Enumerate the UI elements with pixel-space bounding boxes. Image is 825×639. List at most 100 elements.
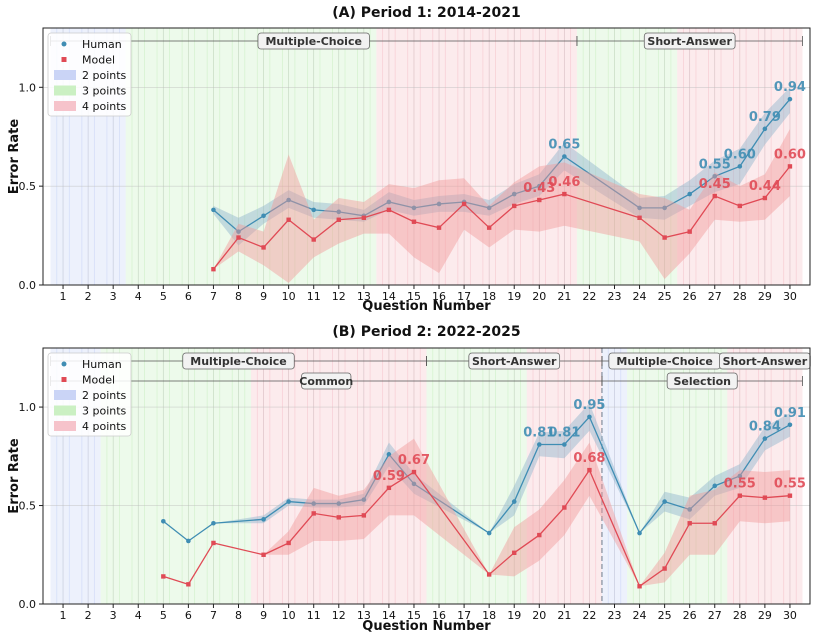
data-label: 0.94 xyxy=(774,80,806,95)
model-point xyxy=(712,193,717,199)
y-tick-label: 1.0 xyxy=(19,81,37,94)
ci-band-human xyxy=(213,87,790,246)
data-label: 0.91 xyxy=(774,406,806,421)
section-label: Short-Answer xyxy=(647,35,732,48)
legend-swatch xyxy=(54,405,76,416)
human-point xyxy=(486,530,492,536)
human-point xyxy=(637,205,642,211)
data-label: 0.43 xyxy=(523,181,555,196)
human-point xyxy=(186,538,191,544)
model-point xyxy=(336,217,341,222)
human-point xyxy=(511,499,517,504)
x-tick-label: 11 xyxy=(307,609,321,622)
x-tick-label: 25 xyxy=(658,290,672,303)
series-line-model xyxy=(163,468,790,588)
model-point xyxy=(211,266,216,272)
x-tick-label: 27 xyxy=(708,290,722,303)
x-tick-label: 25 xyxy=(658,609,672,622)
x-tick-label: 28 xyxy=(733,290,747,303)
human-point xyxy=(236,229,241,234)
x-tick-label: 21 xyxy=(557,609,571,622)
x-tick-label: 8 xyxy=(235,290,242,303)
x-tick-label: 3 xyxy=(110,290,117,303)
model-point xyxy=(211,540,216,546)
legend-label: Human xyxy=(82,38,122,51)
data-label: 0.79 xyxy=(749,110,781,125)
human-point xyxy=(687,507,692,512)
points-band-3 xyxy=(576,28,678,285)
human-point xyxy=(662,205,667,211)
x-tick-label: 15 xyxy=(407,290,421,303)
data-label: 0.84 xyxy=(749,420,781,435)
section-label: Short-Answer xyxy=(723,355,808,368)
y-axis-label: Error Rate xyxy=(7,119,22,195)
human-point xyxy=(411,205,417,211)
human-point xyxy=(662,499,667,504)
series-line-human xyxy=(162,415,791,542)
x-tick-label: 22 xyxy=(582,609,596,622)
x-tick-label: 4 xyxy=(135,290,142,303)
model-point xyxy=(562,191,567,197)
x-tick-label: 30 xyxy=(783,609,797,622)
model-point xyxy=(286,217,291,222)
legend-swatch xyxy=(54,101,76,111)
x-tick-label: 29 xyxy=(758,290,772,303)
human-point xyxy=(211,207,216,213)
model-point xyxy=(286,540,291,546)
data-label: 0.44 xyxy=(749,179,781,194)
data-label: 0.65 xyxy=(548,138,580,153)
model-point xyxy=(762,195,768,201)
model-point xyxy=(236,235,241,240)
legend-label: Human xyxy=(82,358,122,371)
model-point xyxy=(662,235,667,240)
x-tick-label: 7 xyxy=(210,609,217,622)
legend-label: 4 points xyxy=(82,420,127,433)
model-point xyxy=(461,201,467,207)
human-point xyxy=(787,96,793,102)
human-point xyxy=(762,436,768,441)
panel-a: (A) Period 1: 2014-2021 Multiple-Choice Sh… xyxy=(7,5,811,314)
x-tick-label: 23 xyxy=(607,290,621,303)
human-point xyxy=(712,173,718,179)
model-point xyxy=(712,521,717,526)
x-tick-label: 30 xyxy=(783,290,797,303)
points-band-4 xyxy=(376,28,577,285)
human-point xyxy=(261,517,266,522)
data-label: 0.55 xyxy=(774,477,806,492)
human-point xyxy=(386,199,392,205)
x-tick-label: 17 xyxy=(457,290,471,303)
section-label: Selection xyxy=(673,375,731,388)
points-band-3 xyxy=(627,348,728,604)
x-tick-label: 10 xyxy=(282,290,296,303)
x-tick-label: 20 xyxy=(532,609,546,622)
legend-swatch xyxy=(54,85,76,96)
section-label-box xyxy=(468,352,561,370)
human-point xyxy=(436,201,442,207)
legend: Human Model 2 points 3 points 4 points xyxy=(47,352,132,437)
x-tick-label: 9 xyxy=(260,290,267,303)
x-tick-label: 19 xyxy=(507,290,521,303)
y-tick-label: 1.0 xyxy=(19,401,37,414)
x-tick-label: 27 xyxy=(708,609,722,622)
human-point xyxy=(637,530,642,536)
section-label: Short-Answer xyxy=(472,355,557,368)
x-tick-label: 29 xyxy=(758,609,772,622)
x-tick-label: 2 xyxy=(85,609,92,622)
x-tick-label: 1 xyxy=(60,290,67,303)
series-line-model xyxy=(212,165,791,270)
x-tick-label: 3 xyxy=(110,609,117,622)
model-point xyxy=(261,552,266,557)
model-point xyxy=(787,493,793,498)
section-label: Multiple-Choice xyxy=(265,35,361,48)
x-tick-label: 20 xyxy=(532,290,546,303)
model-point xyxy=(311,237,316,242)
y-tick-label: 0.5 xyxy=(19,500,37,513)
human-point xyxy=(286,499,291,504)
section-label: Multiple-Choice xyxy=(616,355,712,368)
human-point xyxy=(486,205,492,211)
model-point xyxy=(486,572,492,577)
x-tick-label: 16 xyxy=(432,609,446,622)
x-tick-label: 24 xyxy=(633,290,647,303)
x-tick-label: 14 xyxy=(382,290,396,303)
model-point xyxy=(186,582,191,587)
